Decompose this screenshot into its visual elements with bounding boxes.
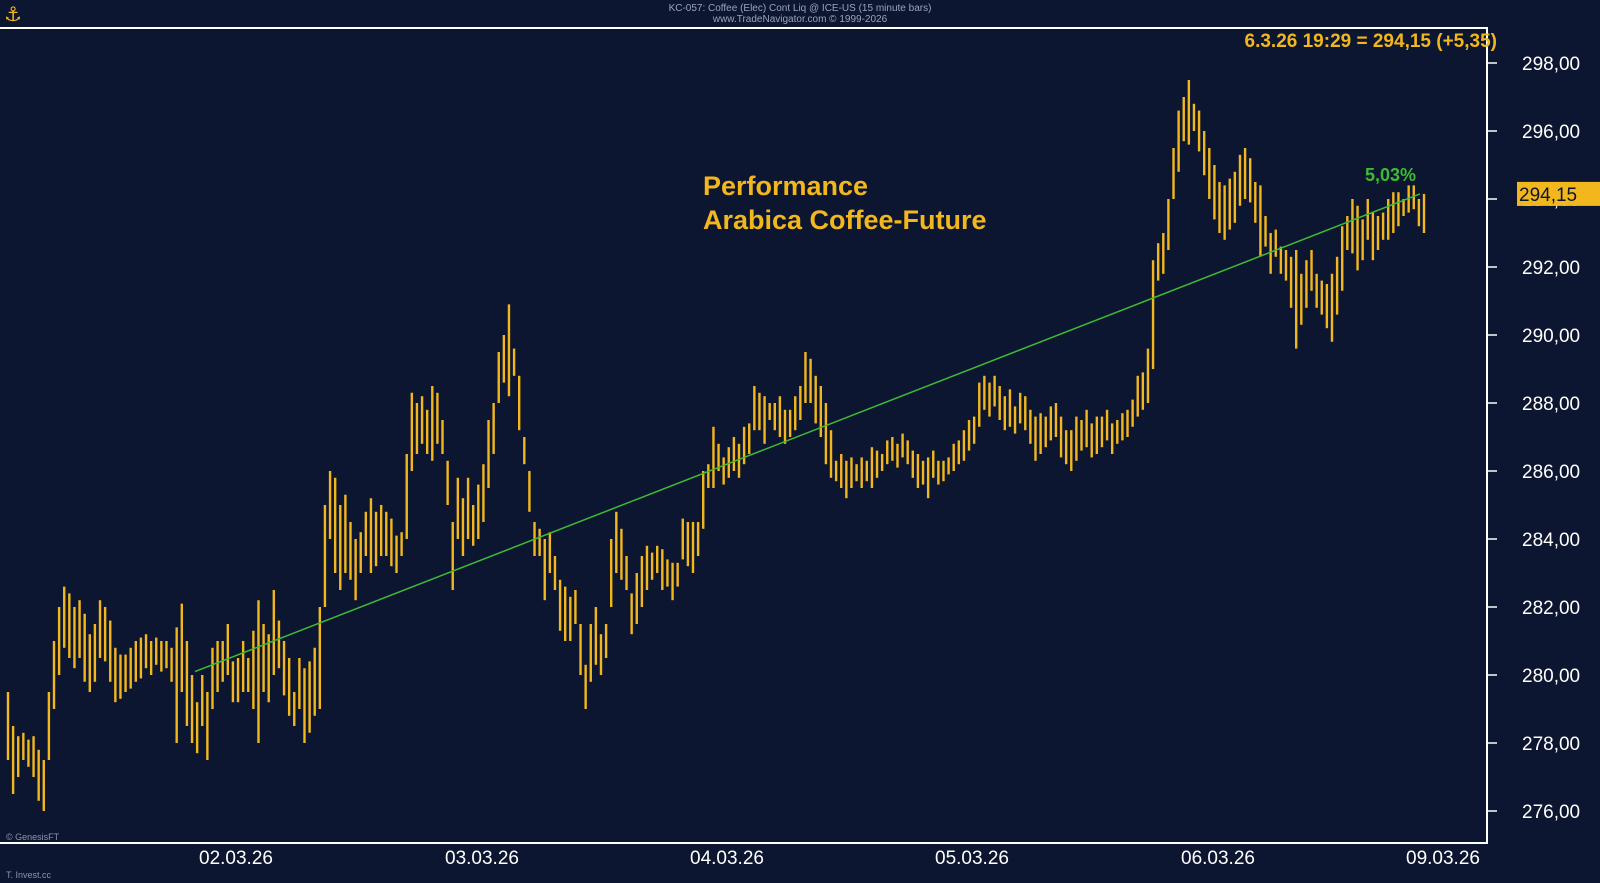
x-tick-label: 09.03.26: [1406, 848, 1480, 869]
chart-subtitle: Arabica Coffee-Future: [703, 205, 987, 235]
plot-frame-top: [0, 27, 1487, 29]
x-tick-label: 04.03.26: [690, 848, 764, 869]
y-tick-label: 280,00: [1522, 666, 1580, 687]
chart-header-line-2: www.TradeNavigator.com © 1999-2026: [712, 14, 888, 25]
chart-header-line-1: KC-057: Coffee (Elec) Cont Liq @ ICE-US …: [668, 3, 932, 14]
x-tick-label: 06.03.26: [1181, 848, 1255, 869]
trend-performance-label: 5,03%: [1365, 165, 1416, 185]
x-tick-label: 03.03.26: [445, 848, 519, 869]
y-tick-label: 276,00: [1522, 802, 1580, 823]
last-price-marker: [1517, 181, 1600, 206]
ship-anchor-icon: ⚓: [4, 2, 22, 26]
y-tick-label: 288,00: [1522, 394, 1580, 415]
y-tick-label: 290,00: [1522, 326, 1580, 347]
x-axis: 02.03.26 03.03.26 04.03.26 05.03.26 06.03.26…: [199, 848, 1480, 869]
y-tick-label: 282,00: [1522, 598, 1580, 619]
y-tick-label: 284,00: [1522, 530, 1580, 551]
last-price-label: 294,15: [1519, 185, 1577, 206]
y-tick-label: 278,00: [1522, 734, 1580, 755]
quote-readout: 6.3.26 19:29 = 294,15 (+5,35): [1245, 31, 1497, 52]
x-tick-label: 02.03.26: [199, 848, 273, 869]
x-tick-label: 05.03.26: [935, 848, 1009, 869]
y-tick-label: 296,00: [1522, 122, 1580, 143]
chart-title: Performance: [703, 171, 868, 201]
y-tick-label: 286,00: [1522, 462, 1580, 483]
trendline: [194, 193, 1421, 673]
plot-frame-right: [1486, 27, 1488, 844]
y-axis: 276,00 278,00 280,00 282,00 284,00 286,00 288,…: [1488, 54, 1580, 823]
watermark-label: T. Invest.cc: [6, 870, 52, 880]
y-tick-label: 292,00: [1522, 258, 1580, 279]
y-tick-label: 298,00: [1522, 54, 1580, 75]
plot-frame-bottom: [0, 842, 1487, 844]
price-bars: [6, 80, 1426, 811]
credit-label: © GenesisFT: [6, 832, 60, 842]
